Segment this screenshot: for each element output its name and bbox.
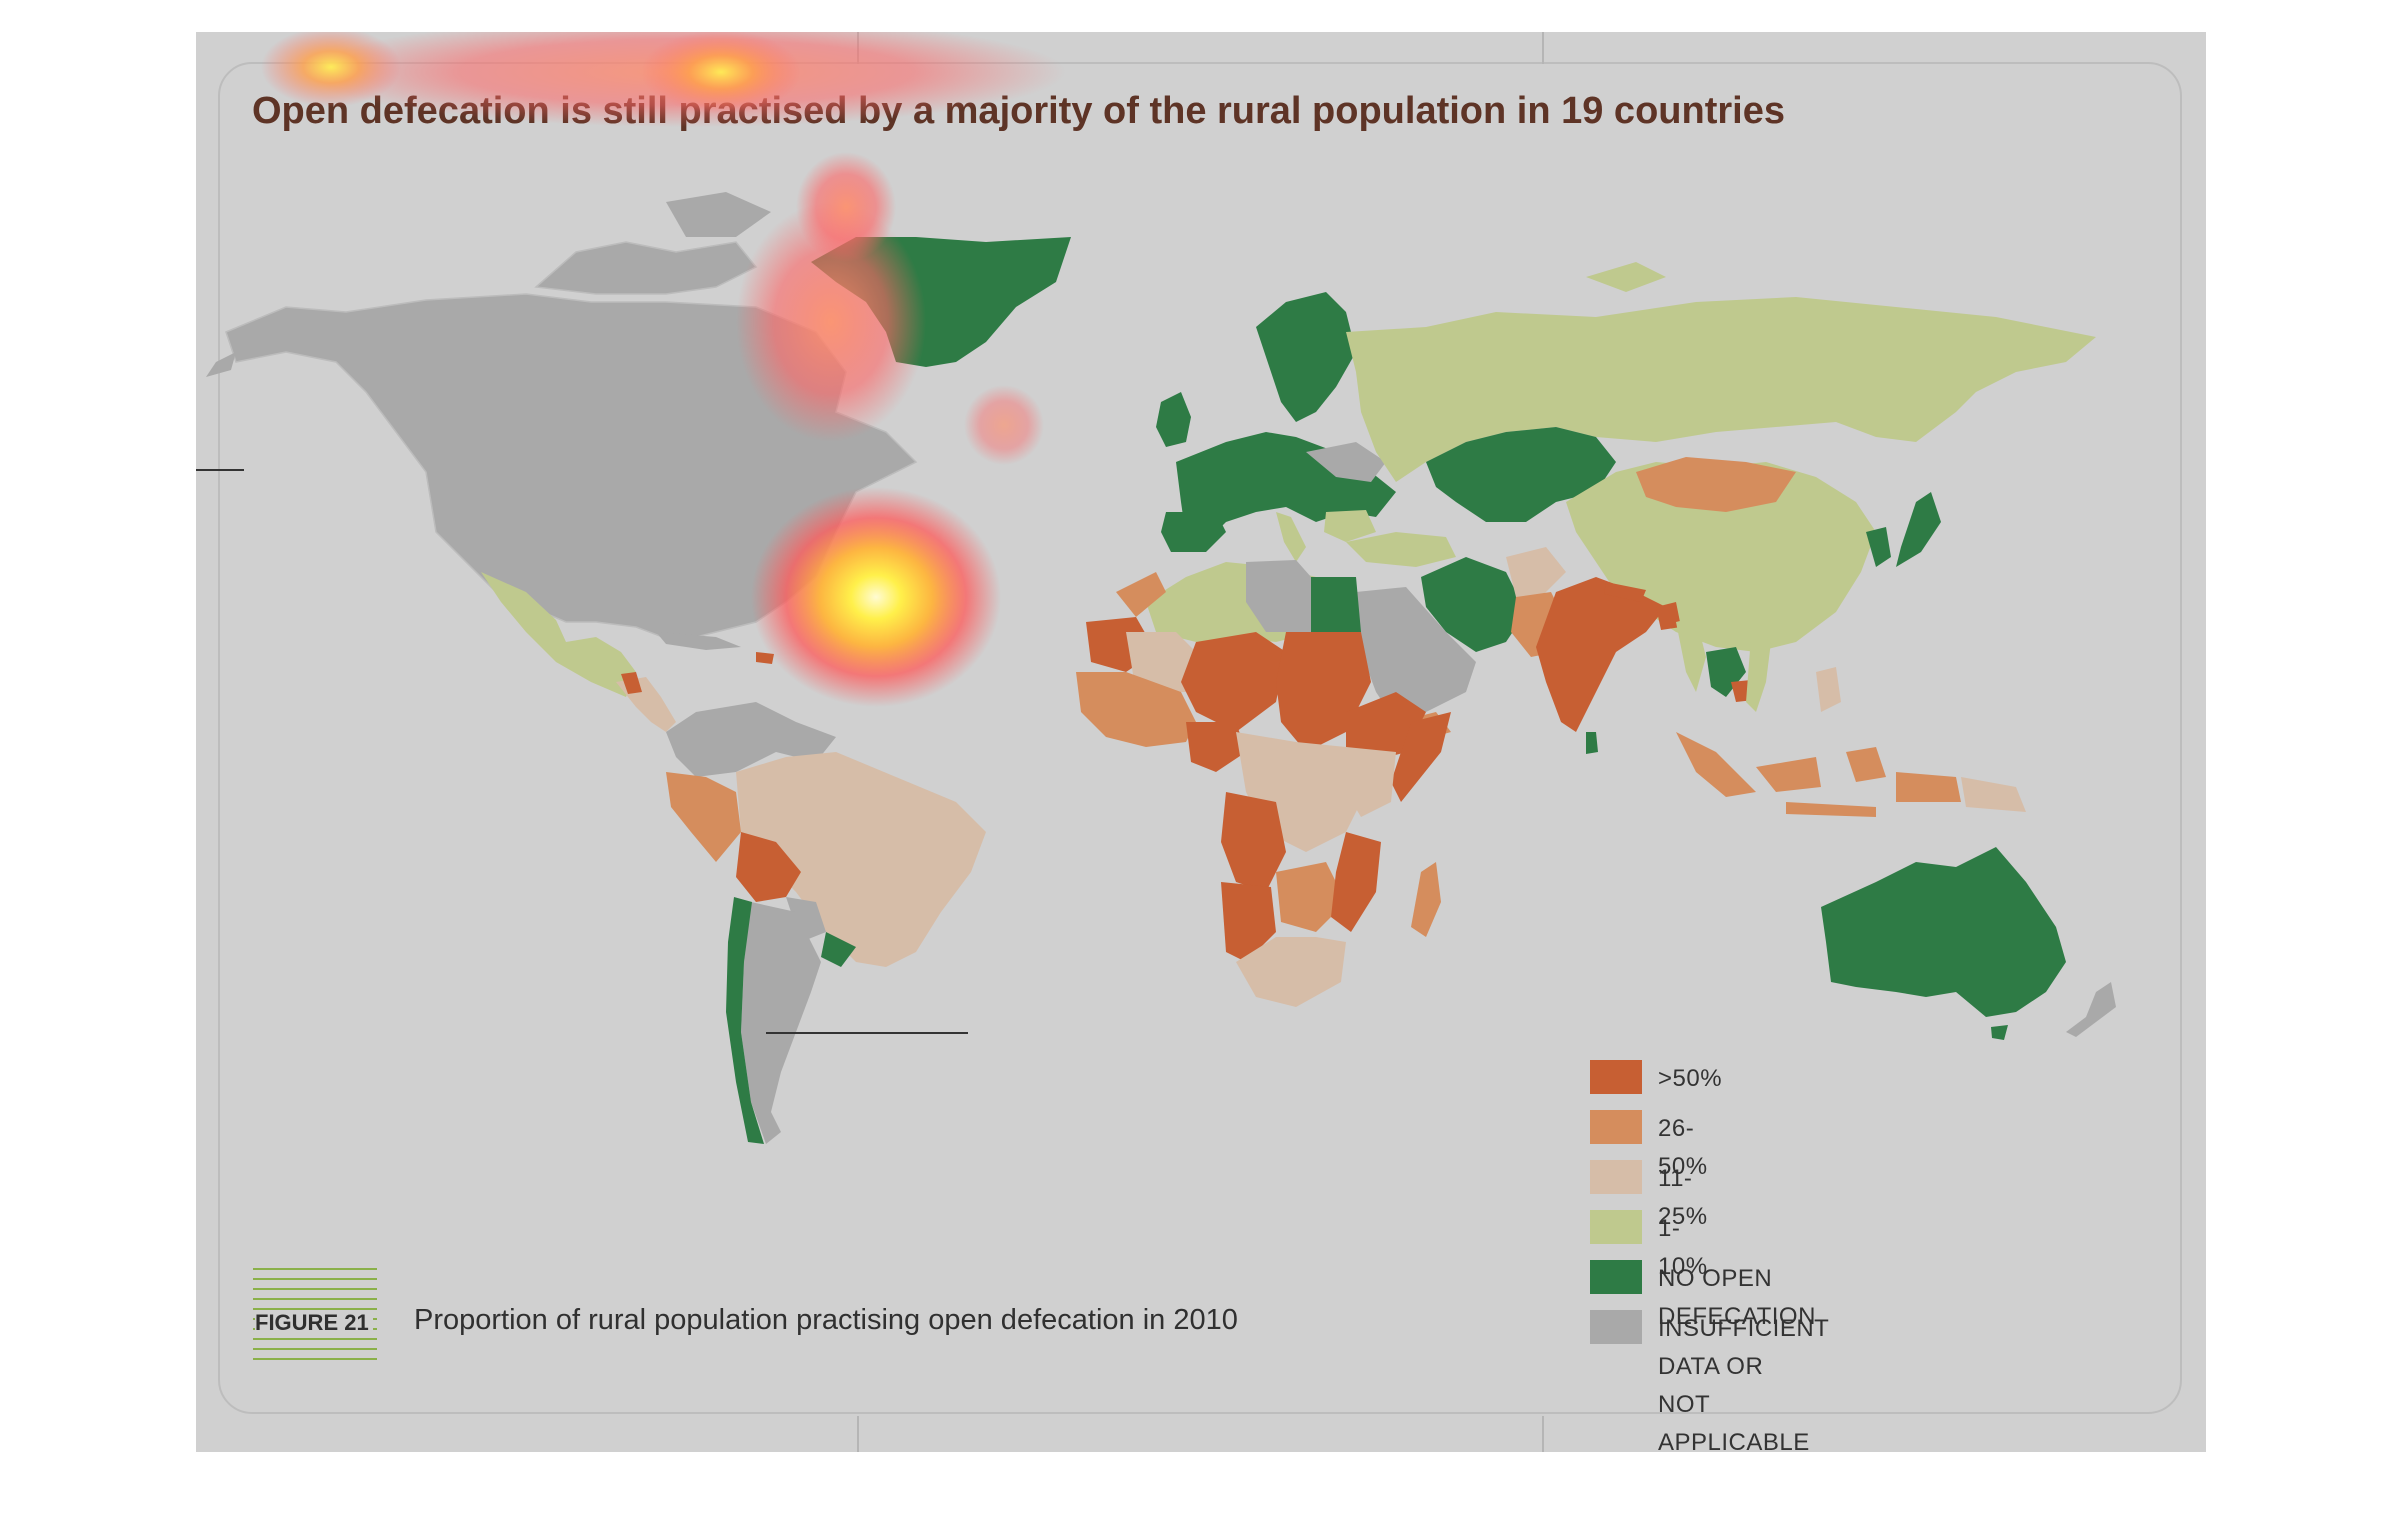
country-mongolia (1636, 457, 1796, 512)
legend-swatch (1590, 1260, 1642, 1294)
country-mexico (481, 572, 636, 697)
legend-label: 26-50% (1658, 1115, 1708, 1180)
country-arabia (1356, 587, 1476, 722)
country-balkans (1324, 510, 1376, 542)
legend-label: NO OPEN DEFECATION (1658, 1265, 1816, 1330)
country-argentina (741, 902, 821, 1144)
country-south-africa (1236, 937, 1346, 1007)
map-panel: Open defecation is still practised by a … (196, 32, 2206, 1456)
country-brazil (736, 752, 986, 967)
heatmap-overlay (261, 32, 1066, 707)
country-zambia-zimbabwe (1276, 862, 1346, 932)
heatmap-glow (736, 202, 926, 442)
country-italy (1276, 512, 1306, 562)
figure-caption: Proportion of rural population practisin… (414, 1304, 1238, 1336)
legend-swatch (1590, 1310, 1642, 1344)
country-canada-islands (666, 192, 771, 237)
figure-label: FIGURE 21 (255, 1310, 373, 1336)
heatmap-glow (964, 385, 1044, 465)
country-japan (1896, 492, 1941, 567)
country-iran (1421, 557, 1526, 652)
legend-swatch (1590, 1210, 1642, 1244)
country-nigeria (1186, 722, 1246, 772)
heatmap-top-spot (641, 32, 801, 114)
country-libya (1246, 560, 1311, 632)
country-philippines (1816, 667, 1841, 712)
country-colombia-venezuela (666, 702, 836, 777)
country-madagascar (1411, 862, 1441, 937)
country-peru (666, 772, 741, 862)
legend-label: 1-10% (1658, 1215, 1708, 1280)
legend-item: NO OPEN DEFECATION (1590, 1260, 1816, 1336)
country-nepal (1604, 582, 1646, 602)
country-sri-lanka (1586, 732, 1598, 754)
country-egypt (1311, 577, 1361, 632)
legend-label: INSUFFICIENT DATA OR NOT APPLICABLE (1658, 1315, 1829, 1456)
legend-swatch (1590, 1160, 1642, 1194)
country-turkey (1346, 532, 1456, 567)
fold-mark (1542, 1416, 1544, 1452)
country-drc (1221, 792, 1286, 892)
country-mozambique (1331, 832, 1381, 932)
country-bolivia (736, 832, 801, 902)
heatmap-hotspot (751, 487, 1001, 707)
country-australia (1821, 847, 2066, 1017)
fold-mark (857, 1416, 859, 1452)
country-angola (1221, 882, 1276, 962)
legend-item: 1-10% (1590, 1210, 1708, 1286)
legend-item: INSUFFICIENT DATA OR NOT APPLICABLE (1590, 1310, 1829, 1462)
country-canada-arctic (534, 241, 758, 295)
legend-swatch (1590, 1060, 1642, 1094)
country-russia-islands (1586, 262, 1666, 292)
country-chad (1181, 632, 1286, 732)
country-myanmar (1676, 617, 1706, 692)
panel-frame (218, 62, 2182, 1414)
country-paraguay (786, 897, 826, 942)
legend-item: 11-25% (1590, 1160, 1708, 1236)
country-guatemala (621, 672, 642, 694)
fold-mark (1542, 32, 1544, 64)
country-tasmania (1991, 1025, 2008, 1040)
country-afghanistan (1506, 547, 1566, 597)
country-korea (1866, 527, 1891, 567)
country-kenya (1346, 747, 1396, 817)
legend-swatch (1590, 1110, 1642, 1144)
country-indonesia (1676, 732, 1961, 817)
country-iberia (1161, 512, 1226, 552)
country-png (1961, 777, 2026, 812)
country-kazakhstan (1426, 427, 1616, 522)
country-uk (1156, 392, 1191, 447)
world-map (206, 32, 2116, 1144)
country-haiti (756, 652, 774, 664)
legend-item: 26-50% (1590, 1110, 1708, 1186)
legend-label: >50% (1658, 1065, 1723, 1092)
legend-label: 11-25% (1658, 1165, 1708, 1230)
heatmap-top-spot (261, 32, 401, 107)
country-vietnam (1746, 637, 1771, 712)
country-eastern-europe (1306, 442, 1386, 482)
leader-line (196, 469, 244, 471)
country-somalia (1391, 712, 1451, 802)
country-uruguay (821, 932, 856, 967)
country-mali-niger (1126, 632, 1196, 692)
country-scandinavia (1256, 292, 1356, 422)
legend-item: >50% (1590, 1060, 1722, 1098)
country-west-africa (1076, 672, 1196, 747)
country-new-zealand (2066, 982, 2116, 1037)
country-bangladesh (1656, 602, 1681, 630)
heatmap-glow (796, 152, 896, 262)
country-alaska-islands (206, 352, 236, 377)
country-cuba (656, 632, 741, 650)
country-russia (1346, 297, 2096, 482)
country-india (1536, 577, 1666, 732)
leader-line (766, 1032, 968, 1034)
country-chile (726, 897, 764, 1144)
country-morocco (1116, 572, 1166, 617)
